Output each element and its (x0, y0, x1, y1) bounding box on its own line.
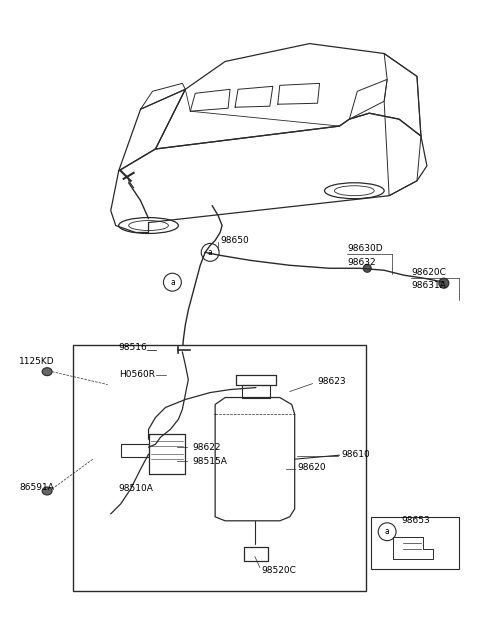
Text: a: a (385, 528, 389, 536)
Text: 98515A: 98515A (192, 457, 227, 466)
Text: 98610: 98610 (341, 450, 370, 459)
Ellipse shape (42, 487, 52, 495)
Text: 98516: 98516 (119, 343, 147, 352)
Text: H0560R: H0560R (119, 370, 155, 379)
Text: 98620: 98620 (298, 463, 326, 471)
Text: 98650: 98650 (220, 236, 249, 245)
Ellipse shape (42, 368, 52, 375)
Text: 98631A: 98631A (411, 281, 446, 290)
Ellipse shape (164, 273, 181, 291)
Text: 1125KD: 1125KD (19, 357, 55, 366)
Text: 98623: 98623 (318, 377, 346, 386)
Text: 98632: 98632 (348, 258, 376, 267)
Ellipse shape (242, 555, 270, 567)
Text: 98653: 98653 (401, 516, 430, 525)
Ellipse shape (363, 264, 371, 272)
Ellipse shape (201, 244, 219, 261)
Text: 86591A: 86591A (19, 483, 54, 492)
Ellipse shape (236, 370, 276, 380)
Bar (73, 345, 366, 591)
Ellipse shape (439, 278, 449, 288)
Text: 98520C: 98520C (262, 566, 297, 575)
Text: 98510A: 98510A (119, 485, 154, 493)
Text: a: a (170, 278, 175, 286)
Ellipse shape (378, 523, 396, 541)
Text: 98630D: 98630D (348, 244, 383, 253)
Text: 98620C: 98620C (411, 268, 446, 277)
Bar (371, 517, 459, 569)
Text: 98622: 98622 (192, 443, 221, 452)
Text: a: a (208, 248, 213, 257)
